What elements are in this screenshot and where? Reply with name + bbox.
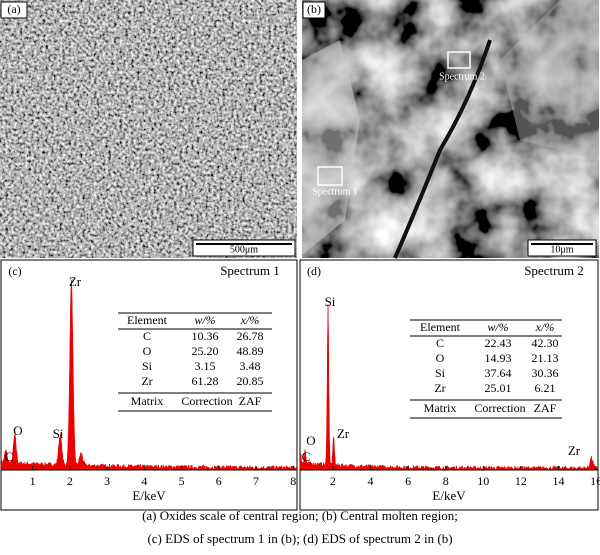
- table-header: w/%: [487, 320, 508, 334]
- table-header: Element: [127, 313, 168, 327]
- region-label: Spectrum 2: [439, 71, 485, 82]
- table-cell: 26.78: [237, 329, 264, 343]
- table-cell: C: [143, 329, 151, 343]
- table-cell: C: [436, 336, 444, 350]
- region-box: [447, 51, 471, 69]
- x-tick-label: 1: [30, 474, 36, 488]
- x-tick-label: 14: [553, 474, 565, 488]
- x-tick-label: 16: [590, 474, 600, 488]
- caption: (a) Oxides scale of central region; (b) …: [142, 508, 458, 523]
- panel-label: (c): [8, 264, 21, 278]
- table-cell: Si: [142, 359, 153, 373]
- table-cell: 20.85: [237, 374, 264, 388]
- x-tick-label: 4: [368, 474, 374, 488]
- panel-label: (a): [7, 2, 20, 16]
- table-footer: ZAF: [239, 394, 262, 408]
- table-cell: 3.15: [195, 359, 216, 373]
- scale-label: 10μm: [550, 244, 573, 255]
- x-tick-label: 4: [141, 474, 147, 488]
- table-cell: Zr: [141, 374, 152, 388]
- peak-label: O: [306, 433, 315, 448]
- spectrum-title: Spectrum 2: [524, 263, 584, 278]
- crack: [393, 39, 492, 259]
- region-label: Spectrum 1: [312, 186, 358, 197]
- table-cell: 14.93: [485, 351, 512, 365]
- label-box: [0, 1, 28, 19]
- peak-label: C: [302, 449, 311, 464]
- peak-label: Zr: [69, 274, 82, 289]
- x-tick-label: 7: [253, 474, 259, 488]
- table-cell: 61.28: [192, 374, 219, 388]
- x-tick-label: 2: [67, 474, 73, 488]
- x-tick-label: 6: [216, 474, 222, 488]
- table-cell: 30.36: [532, 366, 559, 380]
- peak-label: Zr: [337, 426, 350, 441]
- peak-label: Zr: [568, 443, 581, 458]
- bright-region: [500, 0, 599, 160]
- peak-label: O: [13, 423, 22, 438]
- region-box: [317, 166, 343, 186]
- table-cell: 6.21: [535, 381, 556, 395]
- table-cell: 25.20: [192, 344, 219, 358]
- bright-region: [302, 40, 360, 255]
- x-tick-label: 12: [515, 474, 527, 488]
- table-cell: 48.89: [237, 344, 264, 358]
- table-header: Element: [420, 320, 461, 334]
- x-tick-label: 6: [405, 474, 411, 488]
- table-cell: 37.64: [485, 366, 512, 380]
- x-tick-label: 10: [477, 474, 489, 488]
- spectrum: [299, 304, 599, 471]
- table-footer: Correction: [474, 401, 525, 415]
- x-tick-label: 8: [290, 474, 296, 488]
- x-tick-label: 3: [104, 474, 110, 488]
- scale-label: 500μm: [230, 244, 258, 255]
- spectrum: [0, 279, 298, 471]
- table-header: w/%: [194, 313, 215, 327]
- table-footer: Matrix: [131, 394, 164, 408]
- x-tick-label: 5: [179, 474, 185, 488]
- table-cell: Zr: [434, 381, 445, 395]
- table-header: x/%: [535, 320, 555, 334]
- panel-label: (b): [307, 2, 321, 16]
- spectrum-title: Spectrum 1: [220, 263, 280, 278]
- table-cell: 42.30: [532, 336, 559, 350]
- peak-label: Si: [325, 294, 336, 309]
- x-axis-label: E/keV: [432, 488, 466, 503]
- table-cell: 10.36: [192, 329, 219, 343]
- table-footer: Correction: [181, 394, 232, 408]
- table-cell: O: [143, 344, 152, 358]
- panel-frame: [0, 259, 298, 511]
- table-cell: 25.01: [485, 381, 512, 395]
- table-cell: 3.48: [240, 359, 261, 373]
- table-cell: O: [436, 351, 445, 365]
- table-footer: ZAF: [534, 401, 557, 415]
- panel-label: (d): [307, 264, 321, 278]
- sem-image-a: [0, 0, 297, 258]
- x-tick-label: 2: [330, 474, 336, 488]
- table-header: x/%: [240, 313, 260, 327]
- x-tick-label: 8: [443, 474, 449, 488]
- label-box: [302, 1, 326, 19]
- panel-frame: [299, 259, 599, 511]
- caption: (c) EDS of spectrum 1 in (b); (d) EDS of…: [147, 531, 452, 546]
- table-cell: Si: [435, 366, 446, 380]
- table-cell: 21.13: [532, 351, 559, 365]
- peak-label: Si: [53, 426, 64, 441]
- peak-label: C: [5, 449, 14, 464]
- table-footer: Matrix: [424, 401, 457, 415]
- table-cell: 22.43: [485, 336, 512, 350]
- x-axis-label: E/keV: [132, 488, 166, 503]
